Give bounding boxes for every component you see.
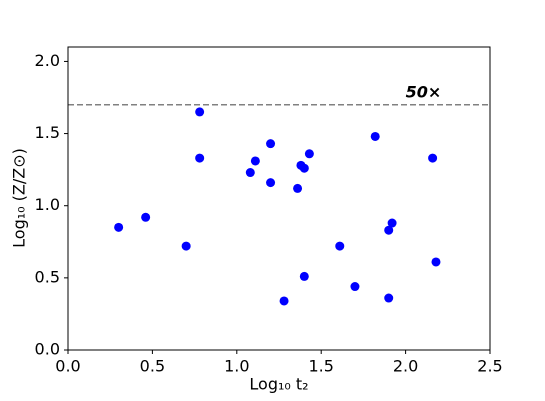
point <box>293 183 303 193</box>
point <box>384 225 394 235</box>
point <box>335 241 345 251</box>
x-tick-label: 2.0 <box>393 357 418 376</box>
point <box>245 168 255 178</box>
point <box>266 178 276 188</box>
point <box>181 241 191 251</box>
point <box>384 293 394 303</box>
annotation: 50× <box>406 83 442 102</box>
point <box>299 163 309 173</box>
point <box>114 222 124 232</box>
y-tick-label: 1.5 <box>35 123 60 142</box>
x-tick-label: 2.5 <box>477 357 502 376</box>
point <box>141 212 151 222</box>
point <box>279 296 289 306</box>
x-tick-label: 1.0 <box>224 357 249 376</box>
y-tick-label: 1.0 <box>35 195 60 214</box>
point <box>299 271 309 281</box>
point <box>195 153 205 163</box>
point <box>428 153 438 163</box>
point <box>304 149 314 159</box>
y-axis-label: Log₁₀ (Z/Z⊙) <box>10 148 29 248</box>
y-tick-label: 2.0 <box>35 51 60 70</box>
point <box>250 156 260 166</box>
point <box>387 218 397 228</box>
y-tick-label: 0.0 <box>35 340 60 359</box>
y-tick-label: 0.5 <box>35 267 60 286</box>
x-axis-label: Log₁₀ t₂ <box>249 375 308 394</box>
x-tick-label: 1.5 <box>308 357 333 376</box>
point <box>350 282 360 292</box>
point <box>266 139 276 149</box>
plot-frame <box>67 46 491 351</box>
x-tick-label: 0.0 <box>55 357 80 376</box>
point <box>370 131 380 141</box>
x-tick-label: 0.5 <box>140 357 165 376</box>
point <box>431 257 441 267</box>
point <box>195 107 205 117</box>
